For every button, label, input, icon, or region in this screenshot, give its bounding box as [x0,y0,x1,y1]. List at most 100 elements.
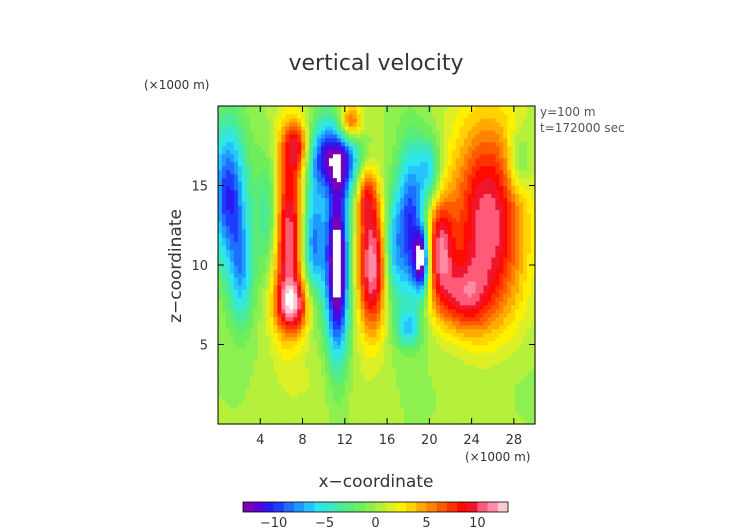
field-cell [340,257,346,262]
field-cell [336,153,342,159]
field-cell [431,225,437,230]
field-cell [396,360,401,365]
field-cell [384,193,389,199]
field-cell [336,360,342,365]
field-cell [281,420,286,425]
field-cell [416,296,421,302]
field-cell [424,141,429,147]
field-cell [261,404,267,409]
field-cell [301,404,306,409]
field-cell [297,292,302,298]
field-cell [455,205,461,210]
field-cell [233,420,239,425]
field-cell [309,384,314,389]
field-cell [332,308,338,314]
field-cell [257,261,263,266]
field-cell [356,292,362,298]
field-cell [241,125,247,131]
field-cell [356,344,362,350]
field-cell [265,300,271,306]
field-cell [293,372,298,377]
field-cell [443,324,449,330]
field-cell [420,117,425,123]
field-cell [297,352,302,358]
field-cell [305,312,310,318]
field-cell [447,388,453,393]
field-cell [463,336,469,342]
field-cell [221,161,227,167]
field-cell [416,308,421,314]
field-cell [328,316,334,322]
field-cell [428,364,433,369]
field-cell [447,408,453,413]
field-cell [245,332,251,338]
field-cell [324,284,330,290]
field-cell [360,261,366,266]
field-cell [384,408,389,413]
field-cell [229,257,235,262]
field-cell [265,352,271,358]
field-cell [293,197,298,202]
field-cell [376,253,382,258]
field-cell [451,400,457,405]
field-cell [380,272,386,278]
field-cell [321,364,326,369]
field-cell [447,261,453,266]
field-cell [404,257,409,262]
field-cell [233,328,239,334]
field-cell [368,257,374,262]
field-cell [281,276,286,282]
field-cell [237,340,243,346]
field-cell [221,372,227,377]
field-cell [229,213,235,218]
field-cell [455,261,461,266]
field-cell [257,288,263,294]
field-cell [348,292,354,298]
field-cell [408,368,413,373]
field-cell [352,189,358,195]
field-cell [408,106,413,111]
field-cell [455,388,461,393]
field-cell [269,412,275,417]
field-cell [225,360,231,365]
field-cell [313,380,318,385]
field-cell [424,268,429,274]
field-cell [317,332,322,338]
field-cell [289,400,294,405]
field-cell [313,272,318,278]
field-cell [237,384,243,389]
field-cell [249,344,255,350]
field-cell [404,173,409,179]
field-cell [392,416,397,421]
field-cell [269,169,275,175]
field-cell [277,185,282,191]
field-cell [328,109,334,115]
field-cell [289,412,294,417]
field-cell [289,368,294,373]
field-cell [408,253,413,258]
field-cell [443,201,449,206]
field-cell [424,213,429,218]
field-cell [360,257,366,262]
field-cell [368,233,374,238]
field-cell [424,145,429,151]
field-cell [463,408,469,413]
field-cell [253,404,259,409]
field-cell [356,280,362,286]
field-cell [241,312,247,318]
field-cell [368,121,374,127]
field-cell [435,161,441,167]
field-cell [281,149,286,155]
field-cell [431,197,437,202]
field-cell [269,141,275,147]
field-cell [313,185,318,191]
field-cell [388,284,393,290]
field-cell [218,229,223,234]
field-cell [443,384,449,389]
field-cell [356,288,362,294]
field-cell [324,225,330,230]
field-cell [221,412,227,417]
field-cell [225,324,231,330]
field-cell [293,388,298,393]
field-cell [384,380,389,385]
